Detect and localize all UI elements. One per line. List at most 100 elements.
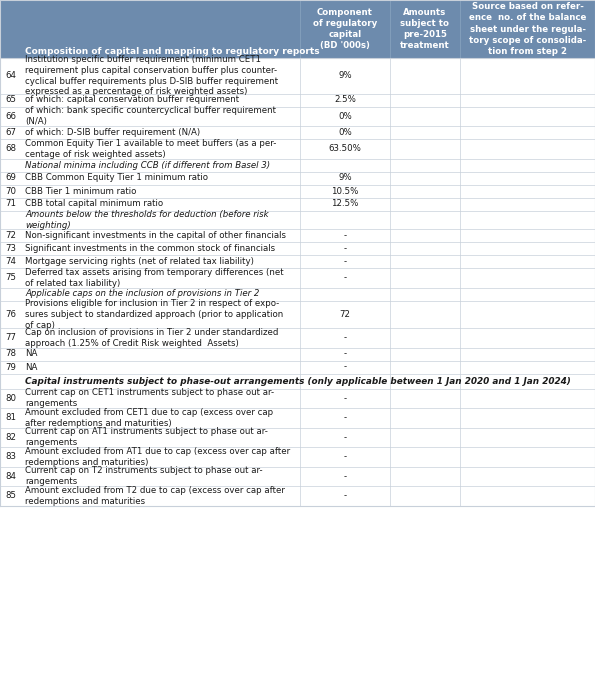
Bar [0, 229, 595, 242]
Text: -: - [343, 414, 346, 422]
Text: Mortgage servicing rights (net of related tax liability): Mortgage servicing rights (net of relate… [25, 257, 254, 266]
Text: 82: 82 [5, 433, 17, 442]
Text: Significant investments in the common stock of financials: Significant investments in the common st… [25, 244, 275, 253]
Text: Amount excluded from AT1 due to cap (excess over cap after
redemptions and matur: Amount excluded from AT1 due to cap (exc… [25, 447, 290, 466]
Text: Component
of regulatory
capital
(BD '000s): Component of regulatory capital (BD '000… [313, 8, 377, 50]
Text: 69: 69 [5, 174, 17, 183]
Text: 70: 70 [5, 187, 17, 196]
Text: 77: 77 [5, 333, 17, 342]
Text: -: - [343, 333, 346, 342]
Text: 78: 78 [5, 350, 17, 359]
Text: 67: 67 [5, 128, 17, 137]
Text: Current cap on AT1 instruments subject to phase out ar-
rangements: Current cap on AT1 instruments subject t… [25, 427, 268, 447]
Text: -: - [343, 472, 346, 481]
Text: Cap on inclusion of provisions in Tier 2 under standardized
approach (1.25% of C: Cap on inclusion of provisions in Tier 2… [25, 328, 278, 348]
Text: 71: 71 [5, 200, 17, 208]
Bar [0, 361, 595, 373]
Text: 68: 68 [5, 144, 17, 153]
Text: 66: 66 [5, 112, 17, 121]
Text: Source based on refer-
ence  no. of the balance
sheet under the regula-
tory sco: Source based on refer- ence no. of the b… [469, 2, 586, 56]
Text: Current cap on T2 instruments subject to phase out ar-
rangements: Current cap on T2 instruments subject to… [25, 466, 262, 486]
Bar [0, 466, 595, 486]
Bar [0, 348, 595, 361]
Text: NA: NA [25, 363, 37, 371]
Bar [0, 126, 595, 139]
Text: Amounts
subject to
pre-2015
treatment: Amounts subject to pre-2015 treatment [400, 8, 450, 50]
Text: 85: 85 [5, 491, 17, 500]
Text: National minima including CCB (if different from Basel 3): National minima including CCB (if differ… [25, 160, 270, 170]
Text: Institution specific buffer requirement (minimum CET1
requirement plus capital c: Institution specific buffer requirement … [25, 55, 278, 96]
Bar [0, 268, 595, 287]
Bar [0, 388, 595, 408]
Bar [0, 242, 595, 255]
Text: 12.5%: 12.5% [331, 200, 359, 208]
Bar [0, 328, 595, 348]
Bar [0, 158, 595, 172]
Text: -: - [343, 452, 346, 461]
Text: 80: 80 [5, 394, 17, 403]
Bar [0, 301, 595, 328]
Text: -: - [343, 244, 346, 253]
Text: Applicable caps on the inclusion of provisions in Tier 2: Applicable caps on the inclusion of prov… [25, 289, 259, 299]
Text: 81: 81 [5, 414, 17, 422]
Text: 2.5%: 2.5% [334, 96, 356, 105]
Text: 74: 74 [5, 257, 17, 266]
Text: 0%: 0% [338, 128, 352, 137]
Text: 64: 64 [5, 71, 17, 80]
Text: 9%: 9% [338, 174, 352, 183]
Text: of which: bank specific countercyclical buffer requirement
(N/A): of which: bank specific countercyclical … [25, 107, 276, 126]
Bar [0, 408, 595, 428]
Text: 76: 76 [5, 310, 17, 318]
Bar [0, 486, 595, 505]
Bar [0, 210, 595, 229]
Bar [0, 287, 595, 301]
Bar [0, 0, 595, 58]
Text: Amount excluded from CET1 due to cap (excess over cap
after redemptions and matu: Amount excluded from CET1 due to cap (ex… [25, 408, 273, 428]
Bar [0, 139, 595, 158]
Bar [0, 94, 595, 107]
Text: -: - [343, 350, 346, 359]
Text: -: - [343, 491, 346, 500]
Bar [0, 255, 595, 268]
Text: -: - [343, 363, 346, 371]
Text: 73: 73 [5, 244, 17, 253]
Text: 79: 79 [5, 363, 17, 371]
Text: of which: D-SIB buffer requirement (N/A): of which: D-SIB buffer requirement (N/A) [25, 128, 200, 137]
Text: NA: NA [25, 350, 37, 359]
Text: CBB Common Equity Tier 1 minimum ratio: CBB Common Equity Tier 1 minimum ratio [25, 174, 208, 183]
Text: 75: 75 [5, 273, 17, 282]
Text: 84: 84 [5, 472, 17, 481]
Text: Current cap on CET1 instruments subject to phase out ar-
rangements: Current cap on CET1 instruments subject … [25, 388, 274, 408]
Text: 65: 65 [5, 96, 17, 105]
Text: -: - [343, 273, 346, 282]
Text: Non-significant investments in the capital of other financials: Non-significant investments in the capit… [25, 231, 286, 240]
Text: 72: 72 [5, 231, 17, 240]
Text: -: - [343, 394, 346, 403]
Bar [0, 373, 595, 388]
Text: -: - [343, 433, 346, 442]
Bar [0, 172, 595, 185]
Text: Amount excluded from T2 due to cap (excess over cap after
redemptions and maturi: Amount excluded from T2 due to cap (exce… [25, 486, 285, 506]
Text: Deferred tax assets arising from temporary differences (net
of related tax liabi: Deferred tax assets arising from tempora… [25, 268, 284, 288]
Text: of which: capital conservation buffer requirement: of which: capital conservation buffer re… [25, 96, 239, 105]
Bar [0, 58, 595, 94]
Bar [0, 428, 595, 447]
Text: 83: 83 [5, 452, 17, 461]
Text: 72: 72 [340, 310, 350, 318]
Text: CBB Tier 1 minimum ratio: CBB Tier 1 minimum ratio [25, 187, 136, 196]
Text: Composition of capital and mapping to regulatory reports: Composition of capital and mapping to re… [25, 48, 320, 56]
Text: Amounts below the thresholds for deduction (before risk
weighting): Amounts below the thresholds for deducti… [25, 210, 268, 230]
Text: 63.50%: 63.50% [328, 144, 361, 153]
Text: 10.5%: 10.5% [331, 187, 359, 196]
Text: Capital instruments subject to phase-out arrangements (only applicable between 1: Capital instruments subject to phase-out… [25, 376, 571, 386]
Text: 9%: 9% [338, 71, 352, 80]
Text: Common Equity Tier 1 available to meet buffers (as a per-
centage of risk weight: Common Equity Tier 1 available to meet b… [25, 139, 276, 159]
Bar [0, 107, 595, 126]
Bar [0, 185, 595, 198]
Text: -: - [343, 257, 346, 266]
Text: CBB total capital minimum ratio: CBB total capital minimum ratio [25, 200, 163, 208]
Bar [0, 447, 595, 466]
Text: Provisions eligible for inclusion in Tier 2 in respect of expo-
sures subject to: Provisions eligible for inclusion in Tie… [25, 299, 283, 329]
Text: 0%: 0% [338, 112, 352, 121]
Text: -: - [343, 231, 346, 240]
